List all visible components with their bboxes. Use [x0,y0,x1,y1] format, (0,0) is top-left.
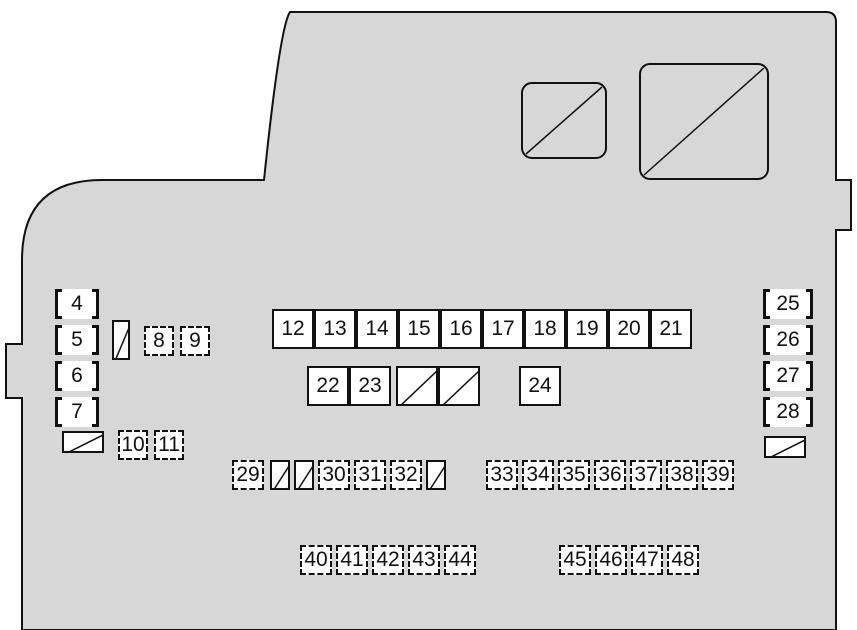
fuse-28: 28 [763,397,813,427]
fuse-19: 19 [566,309,608,349]
hatch-small-1 [62,431,104,453]
fuse-48: 48 [667,545,699,575]
fuse-29: 29 [232,460,264,490]
fuse-blank-mid-a [396,366,438,406]
fuse-23: 23 [349,366,391,406]
fuse-blank-mid-b [438,366,480,406]
fuse-14: 14 [356,309,398,349]
fuse-21: 21 [650,309,692,349]
fuse-5: 5 [55,325,99,355]
fuse-22: 22 [307,366,349,406]
fuse-box-diagram: 4567252627281213141516171819202122232489… [0,0,857,630]
fuse-37: 37 [630,460,662,490]
fuse-46: 46 [595,545,627,575]
fuse-16: 16 [440,309,482,349]
fuse-35: 35 [558,460,590,490]
fuse-17: 17 [482,309,524,349]
fuse-38: 38 [666,460,698,490]
fuse-43: 43 [408,545,440,575]
fuse-4: 4 [55,289,99,319]
fuse-36: 36 [594,460,626,490]
fuse-33: 33 [486,460,518,490]
fuse-30: 30 [318,460,350,490]
hatch-small-2 [764,436,806,458]
fuse-27: 27 [763,361,813,391]
fuse-47: 47 [631,545,663,575]
hatch-small-0 [112,320,130,360]
fuse-24: 24 [519,366,561,406]
fuse-blank-426 [426,460,446,490]
fuse-42: 42 [372,545,404,575]
fuse-25: 25 [763,289,813,319]
fuse-39: 39 [702,460,734,490]
fuse-11: 11 [154,430,184,460]
fuse-45: 45 [559,545,591,575]
fuse-26: 26 [763,325,813,355]
fuse-7: 7 [55,397,99,427]
fuse-blank-294 [294,460,314,490]
fuse-9: 9 [180,326,210,356]
fuse-10: 10 [118,430,148,460]
fuse-13: 13 [314,309,356,349]
fuse-12: 12 [272,309,314,349]
fuse-15: 15 [398,309,440,349]
fuse-40: 40 [300,545,332,575]
fuse-31: 31 [354,460,386,490]
fuse-18: 18 [524,309,566,349]
fuse-32: 32 [390,460,422,490]
fuse-6: 6 [55,361,99,391]
fuse-blank-270 [270,460,290,490]
fuse-20: 20 [608,309,650,349]
fuse-8: 8 [144,326,174,356]
fuse-44: 44 [444,545,476,575]
fuse-41: 41 [336,545,368,575]
fuse-34: 34 [522,460,554,490]
